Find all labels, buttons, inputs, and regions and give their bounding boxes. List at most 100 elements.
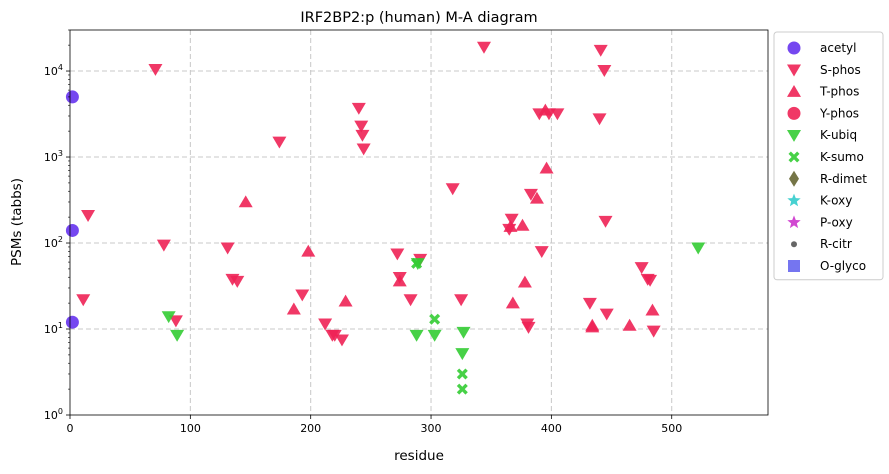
x-axis: 0 100 200 300 400 500	[67, 415, 682, 435]
t-phos-point	[238, 195, 253, 208]
legend-label-k-sumo: K-sumo	[820, 150, 864, 164]
y-axis-title: PSMs (tabbs)	[9, 178, 25, 266]
y-tick-label: 103	[44, 149, 63, 164]
k-ubiq-point	[455, 348, 470, 361]
s-phos-point	[646, 325, 661, 338]
s-phos-point	[582, 297, 597, 310]
t-phos-point	[585, 320, 600, 333]
s-phos-point	[295, 289, 310, 302]
legend-label-y-phos: Y-phos	[819, 106, 859, 120]
x-tick-label: 200	[300, 422, 321, 435]
k-sumo-point	[429, 313, 441, 325]
legend-marker-o-glyco	[788, 260, 800, 272]
k-sumo-point	[456, 368, 468, 380]
s-phos-point	[598, 215, 613, 228]
t-phos-point	[301, 244, 316, 257]
s-phos-point	[445, 183, 460, 196]
legend-marker-k-ubiq	[787, 129, 801, 142]
legend-box	[773, 31, 884, 281]
legend-marker-t-phos	[787, 84, 801, 97]
s-phos-point	[272, 136, 287, 149]
k-ubiq-point	[456, 326, 471, 339]
t-phos-point	[505, 296, 520, 309]
s-phos-point	[476, 41, 491, 54]
s-phos-point	[327, 329, 342, 342]
s-phos-point	[76, 294, 91, 307]
legend-marker-k-oxy	[787, 193, 801, 207]
legend-label-r-citr: R-citr	[820, 237, 852, 251]
data-points	[65, 41, 706, 395]
k-ubiq-point	[409, 329, 424, 342]
s-phos-point	[230, 275, 245, 288]
s-phos-point	[550, 108, 565, 121]
legend-marker-y-phos	[787, 106, 801, 120]
acetyl-point	[65, 90, 79, 104]
s-phos-point	[534, 246, 549, 258]
acetyl-point	[65, 223, 79, 237]
s-phos-point	[597, 65, 612, 77]
t-phos-point	[529, 191, 544, 204]
t-phos-point	[392, 274, 407, 287]
s-phos-point	[504, 213, 519, 226]
s-phos-point	[592, 113, 607, 126]
s-phos-point	[318, 318, 333, 331]
x-tick-label: 500	[661, 422, 682, 435]
s-phos-point	[593, 44, 608, 57]
acetyl-point	[65, 315, 79, 329]
y-tick-label: 101	[44, 321, 63, 336]
legend-label-k-ubiq: K-ubiq	[820, 128, 857, 142]
s-phos-point	[390, 248, 405, 261]
k-sumo-point	[411, 257, 423, 269]
k-sumo-point	[456, 383, 468, 395]
t-phos-point	[645, 303, 660, 316]
t-phos-point	[539, 161, 554, 174]
legend-marker-r-dimet	[789, 170, 799, 187]
s-phos-point	[81, 210, 96, 222]
legend-marker-r-citr	[791, 241, 797, 248]
s-phos-point	[643, 274, 658, 287]
s-phos-point	[403, 294, 418, 307]
y-tick-label: 102	[44, 235, 63, 250]
y-tick-label: 100	[44, 407, 63, 422]
chart-title: IRF2BP2:p (human) M-A diagram	[300, 10, 537, 26]
legend: acetyl S-phos T-phos Y-phos K-ubiq K-sumo R-di…	[773, 31, 884, 281]
s-phos-point	[168, 315, 183, 328]
legend-marker-s-phos	[787, 64, 801, 77]
k-ubiq-point	[161, 311, 176, 324]
legend-label-acetyl: acetyl	[820, 41, 856, 55]
s-phos-point	[356, 143, 371, 156]
s-phos-point	[156, 239, 171, 252]
k-ubiq-point	[427, 329, 442, 342]
y-axis: 100 101 102 103 104	[44, 29, 70, 422]
legend-label-t-phos: T-phos	[819, 85, 859, 99]
legend-marker-p-oxy	[787, 215, 801, 229]
legend-label-r-dimet: R-dimet	[820, 172, 867, 186]
s-phos-point	[521, 321, 536, 334]
x-tick-label: 100	[180, 422, 201, 435]
s-phos-point	[148, 63, 163, 76]
s-phos-point	[634, 262, 649, 275]
t-phos-point	[286, 302, 301, 315]
x-tick-label: 0	[67, 422, 74, 435]
t-phos-point	[338, 294, 353, 307]
t-phos-point	[517, 275, 532, 288]
t-phos-point	[622, 318, 637, 331]
s-phos-point	[334, 334, 349, 347]
k-ubiq-point	[170, 329, 185, 342]
legend-label-k-oxy: K-oxy	[820, 194, 852, 208]
t-phos-point	[503, 219, 518, 232]
s-phos-point	[599, 308, 614, 321]
s-phos-point	[220, 242, 235, 255]
s-phos-point	[354, 120, 369, 133]
t-phos-point	[515, 218, 530, 231]
plot-frame	[69, 29, 769, 416]
legend-label-s-phos: S-phos	[820, 63, 861, 77]
grid-lines	[70, 30, 768, 415]
legend-marker-k-sumo	[788, 151, 800, 163]
y-tick-label: 104	[44, 63, 63, 78]
legend-marker-acetyl	[787, 41, 801, 55]
s-phos-point	[454, 294, 469, 307]
t-phos-point	[538, 103, 553, 116]
